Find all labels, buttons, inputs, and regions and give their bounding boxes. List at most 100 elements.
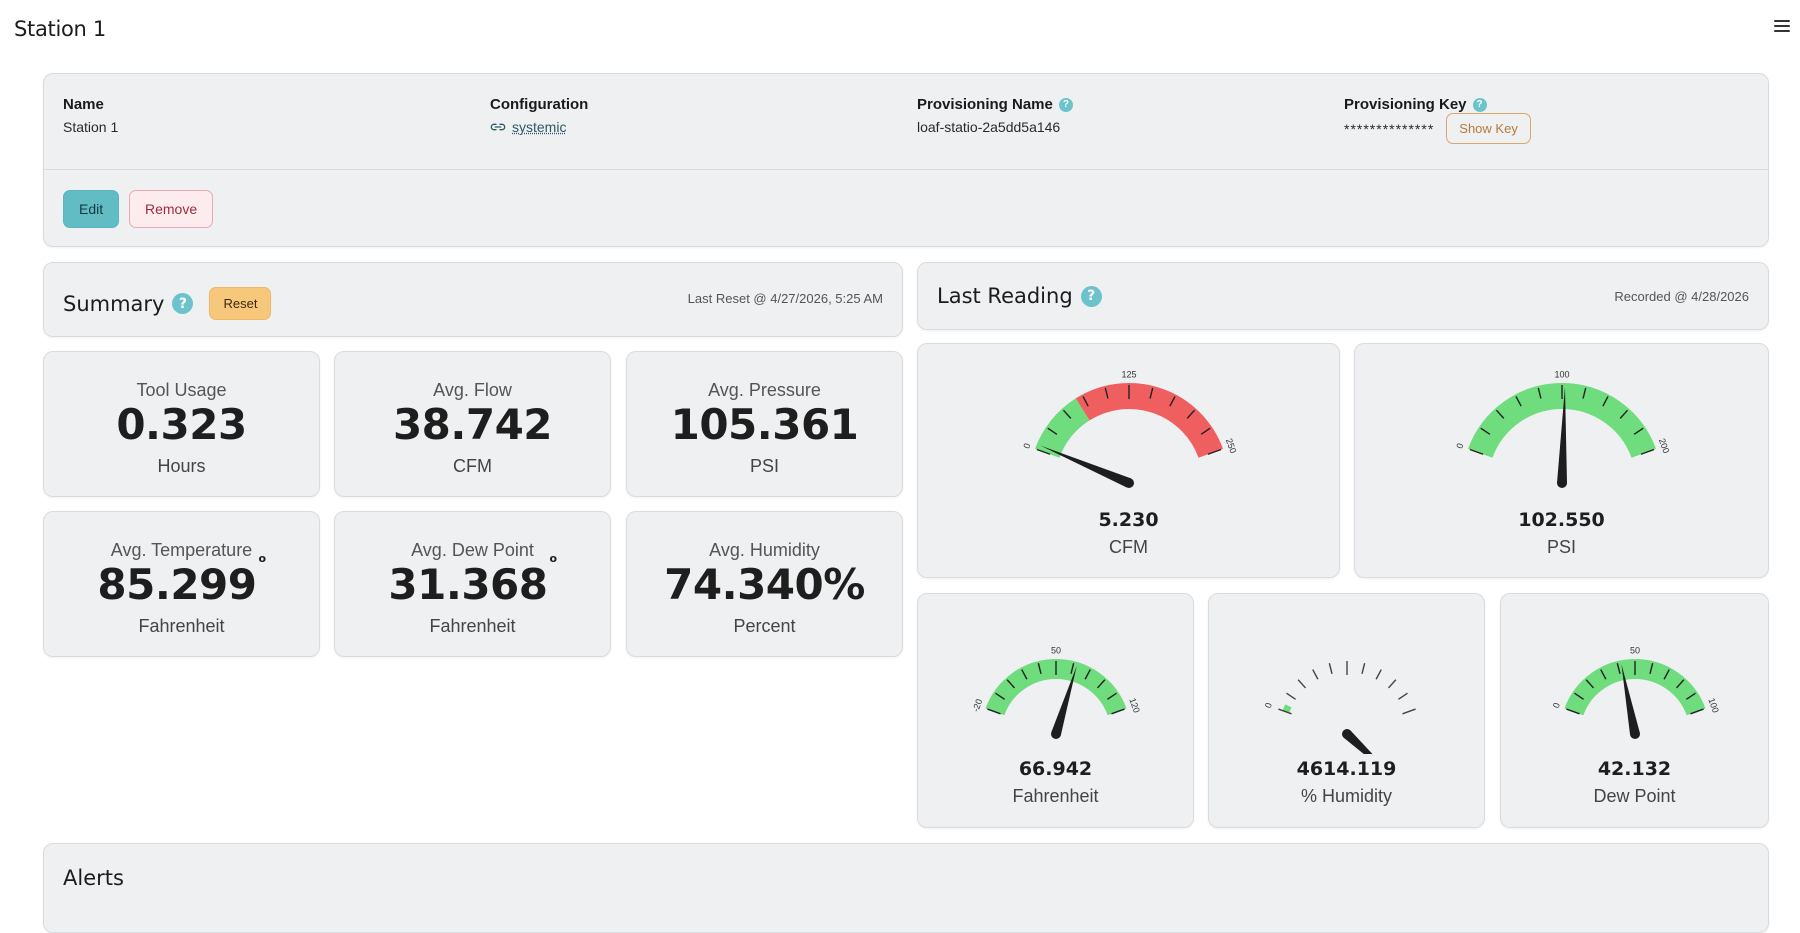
flow-gauge: 0 125 250 (1021, 369, 1239, 488)
gauge-scale-label: 0 (1551, 701, 1562, 709)
gauge-scale-label: 125 (1121, 369, 1136, 379)
gauge-scale-label: 100 (1554, 369, 1569, 379)
gauge-green-band (985, 659, 1127, 716)
gauge-needle (1051, 666, 1077, 736)
gauge-tick (1480, 427, 1491, 435)
configuration-link[interactable]: systemic (512, 119, 567, 135)
gauge-needle (1040, 445, 1131, 488)
stat-label: Tool Usage (136, 380, 227, 400)
gauge-scale-label: 250 (1224, 437, 1239, 455)
gauge-tick (1084, 669, 1091, 680)
name-label: Name (63, 96, 104, 113)
alerts-card: Alerts (43, 843, 1769, 933)
help-icon[interactable]: ? (1472, 97, 1487, 112)
stat-value-text: 85.299 (97, 560, 257, 609)
stat-card-avg-temperature: Avg. Temperature 85.299o Fahrenheit (43, 511, 320, 657)
gauge-unit: % Humidity (1300, 786, 1393, 806)
gauge-tick (1207, 448, 1222, 455)
gauge-tick (1537, 387, 1542, 399)
hamburger-menu-icon[interactable] (1774, 20, 1790, 34)
gauge-value: 42.132 (1597, 758, 1672, 780)
degree-mark: o (258, 552, 267, 565)
edit-button[interactable]: Edit (63, 190, 120, 228)
top-bar: Station 1 (0, 0, 1800, 62)
provisioning-name-label: Provisioning Name? (917, 96, 1073, 113)
stat-label: Avg. Temperature (110, 540, 253, 560)
gauge-scale-label: 200 (1657, 437, 1672, 455)
name-field: Name Station 1 (63, 96, 118, 135)
stat-value: 31.368o (335, 552, 610, 609)
provisioning-key-field: Provisioning Key? ************** Show Ke… (1344, 96, 1531, 144)
gauge-green-band (1564, 659, 1706, 716)
pressure-gauge: 0 100 200 (1454, 369, 1672, 488)
gauge-tick (1037, 662, 1042, 675)
gauge-tick (1375, 669, 1382, 680)
stat-label: Avg. Flow (433, 380, 512, 400)
gauge-tick (1169, 396, 1176, 407)
configuration-value[interactable]: systemic (490, 119, 588, 135)
gauge-tick (1062, 409, 1072, 419)
station-info-row: Name Station 1 Configuration systemic Pr… (44, 74, 1768, 170)
name-value: Station 1 (63, 119, 119, 135)
stat-value-text: 105.361 (670, 400, 859, 449)
gauge-unit: CFM (1109, 537, 1148, 557)
configuration-label: Configuration (490, 96, 589, 113)
stat-card-avg-flow: Avg. Flow 38.742 CFM (334, 351, 611, 497)
gauge-tick (1675, 679, 1685, 689)
gauge-value: 5.230 (1098, 509, 1159, 531)
help-icon[interactable]: ? (172, 293, 194, 314)
stat-label: Avg. Dew Point (411, 540, 534, 560)
humidity-gauge: 0 (1263, 661, 1416, 754)
gauge-tick (1616, 662, 1621, 675)
stat-value-text: 38.742 (392, 400, 553, 449)
gauge-unit: Fahrenheit (1012, 786, 1099, 806)
gauge-tick (1297, 679, 1307, 689)
stat-label: Avg. Pressure (708, 380, 821, 400)
gauge-tick (1600, 669, 1607, 680)
gauge-tick (1111, 708, 1125, 715)
remove-button[interactable]: Remove (129, 190, 214, 228)
stat-unit: CFM (453, 456, 492, 476)
gauge-tick (1585, 679, 1595, 689)
show-key-button[interactable]: Show Key (1446, 113, 1531, 144)
stat-value-text: 74.340% (664, 560, 865, 609)
gauge-scale-label: 120 (1127, 697, 1142, 715)
gauge-tick (1149, 387, 1154, 399)
gauge-red-band (1075, 383, 1223, 459)
gauge-tick (1096, 679, 1106, 689)
station-info-card: Name Station 1 Configuration systemic Pr… (43, 73, 1769, 247)
reset-button[interactable]: Reset (209, 287, 272, 320)
help-icon[interactable]: ? (1080, 285, 1102, 307)
stat-value-text: 0.323 (116, 400, 247, 449)
gauge-tick (1663, 669, 1670, 680)
gauge-unit: PSI (1546, 537, 1576, 557)
gauge-needle-hub (1557, 478, 1567, 488)
stat-value: 38.742 (335, 400, 610, 449)
summary-header: Summary ? Reset Last Reset @ 4/27/2026, … (43, 262, 903, 337)
gauge-tick (1312, 669, 1319, 680)
gauge-tick (1104, 387, 1109, 399)
provisioning-key-masked: ************** (1344, 120, 1435, 137)
gauge-needle (1557, 387, 1567, 484)
provisioning-key-value-row: ************** Show Key (1344, 113, 1531, 144)
page-title: Station 1 (14, 17, 106, 41)
stat-value-text: 31.368 (388, 560, 548, 609)
provisioning-name-value: loaf-statio-2a5dd5a146 (917, 119, 1061, 135)
provisioning-key-label: Provisioning Key? (1344, 96, 1531, 113)
provisioning-name-label-text: Provisioning Name (917, 96, 1053, 113)
gauge-tick (1328, 662, 1333, 675)
gauge-scale-label: 0 (1263, 701, 1274, 709)
gauge-needle-hub (1051, 729, 1061, 739)
summary-title: Summary ? Reset (63, 287, 272, 320)
stat-value: 85.299o (44, 552, 319, 609)
gauge-tick (1582, 387, 1587, 399)
help-icon[interactable]: ? (1058, 97, 1073, 112)
gauge-tick (1361, 662, 1366, 675)
gauge-green-band (1282, 704, 1292, 714)
provisioning-name-field: Provisioning Name? loaf-statio-2a5dd5a14… (917, 96, 1073, 135)
gauge-tick (1387, 679, 1397, 689)
last-reading-title: Last Reading ? (937, 284, 1102, 308)
gauge-tick (1495, 409, 1505, 419)
temperature-gauge: -20 50 120 (970, 645, 1142, 739)
stat-label: Avg. Humidity (709, 540, 820, 560)
